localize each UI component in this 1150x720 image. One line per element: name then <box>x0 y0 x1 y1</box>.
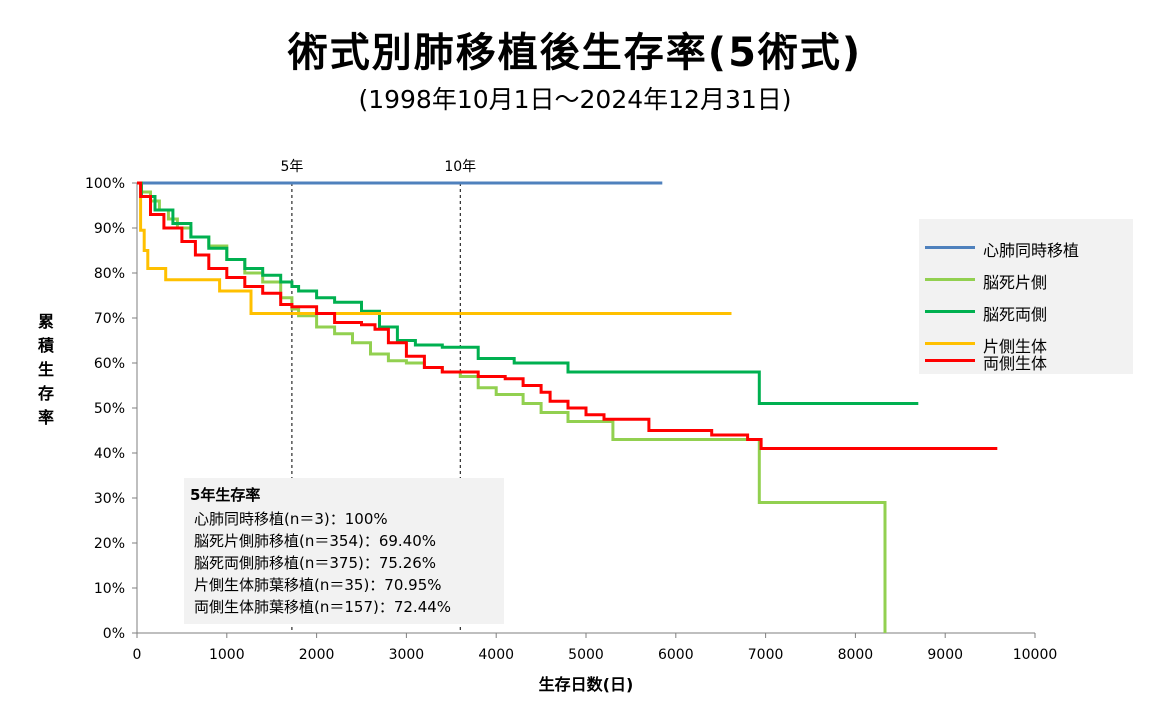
legend-item: 両側生体 <box>919 348 1133 373</box>
legend-label: 片側生体 <box>983 337 1048 356</box>
x-tick-label: 10000 <box>1013 647 1058 663</box>
reference-line-label: 5年 <box>280 159 303 175</box>
legend-swatch <box>925 246 975 249</box>
five-year-survival-box: 5年生存率 心肺同時移植(n＝3)：100% 脳死片側肺移植(n＝354)：69… <box>184 478 504 624</box>
x-tick-label: 9000 <box>927 647 963 663</box>
infobox-line: 脳死両側肺移植(n＝375)：75.26% <box>194 554 437 572</box>
legend-label: 心肺同時移植 <box>983 241 1080 260</box>
series-group <box>137 181 998 633</box>
y-tick-label: 50% <box>94 401 125 417</box>
x-tick-label: 5000 <box>568 647 604 663</box>
x-tick-label: 7000 <box>748 647 784 663</box>
x-tick-label: 8000 <box>838 647 874 663</box>
legend-item: 片側生体 <box>919 331 1133 356</box>
y-tick-label: 10% <box>94 581 125 597</box>
y-tick-label: 100% <box>85 176 125 192</box>
legend-label: 脳死片側 <box>983 273 1048 292</box>
series-line-5 <box>137 181 998 450</box>
x-tick-label: 0 <box>133 647 142 663</box>
reference-line-label: 10年 <box>444 159 476 175</box>
y-tick-label: 60% <box>94 356 125 372</box>
legend-swatch <box>925 310 975 313</box>
y-tick-label: 40% <box>94 446 125 462</box>
legend-label: 両側生体 <box>983 354 1048 373</box>
x-tick-label: 4000 <box>478 647 514 663</box>
series-line-3 <box>137 181 919 405</box>
legend-label: 脳死両側 <box>983 305 1048 324</box>
legend-item: 心肺同時移植 <box>919 235 1133 260</box>
infobox-line: 心肺同時移植(n＝3)：100% <box>194 510 388 528</box>
infobox-line: 脳死片側肺移植(n＝354)：69.40% <box>194 532 437 550</box>
y-axis-title: 累積生存率 <box>37 312 54 427</box>
legend-item: 脳死片側 <box>919 267 1133 292</box>
infobox-line: 片側生体肺葉移植(n＝35)：70.95% <box>194 576 442 594</box>
y-tick-label: 0% <box>103 626 125 642</box>
legend: 心肺同時移植 脳死片側 脳死両側 片側生体 <box>919 219 1133 374</box>
series-line-4 <box>137 181 732 315</box>
y-tick-label: 90% <box>94 221 125 237</box>
x-axis-title: 生存日数(日) <box>539 675 634 694</box>
x-tick-label: 3000 <box>389 647 425 663</box>
x-tick-label: 2000 <box>299 647 335 663</box>
legend-swatch <box>925 278 975 281</box>
chart-subtitle: (1998年10月1日～2024年12月31日) <box>358 85 792 114</box>
y-tick-label: 80% <box>94 266 125 282</box>
legend-swatch <box>925 342 975 345</box>
legend-item: 脳死両側 <box>919 299 1133 324</box>
y-tick-label: 30% <box>94 491 125 507</box>
y-tick-label: 70% <box>94 311 125 327</box>
x-tick-label: 6000 <box>658 647 694 663</box>
infobox-title: 5年生存率 <box>190 486 261 504</box>
x-tick-label: 1000 <box>209 647 245 663</box>
chart-title: 術式別肺移植後生存率(5術式) <box>287 30 863 76</box>
y-tick-label: 20% <box>94 536 125 552</box>
infobox-line: 両側生体肺葉移植(n＝157)：72.44% <box>194 598 452 616</box>
chart-axes: 0% 10% 20% 30% 40% 50% 60% 70% 80% 90% 100% 0 1000 20… <box>85 176 1057 663</box>
legend-swatch <box>925 359 975 362</box>
